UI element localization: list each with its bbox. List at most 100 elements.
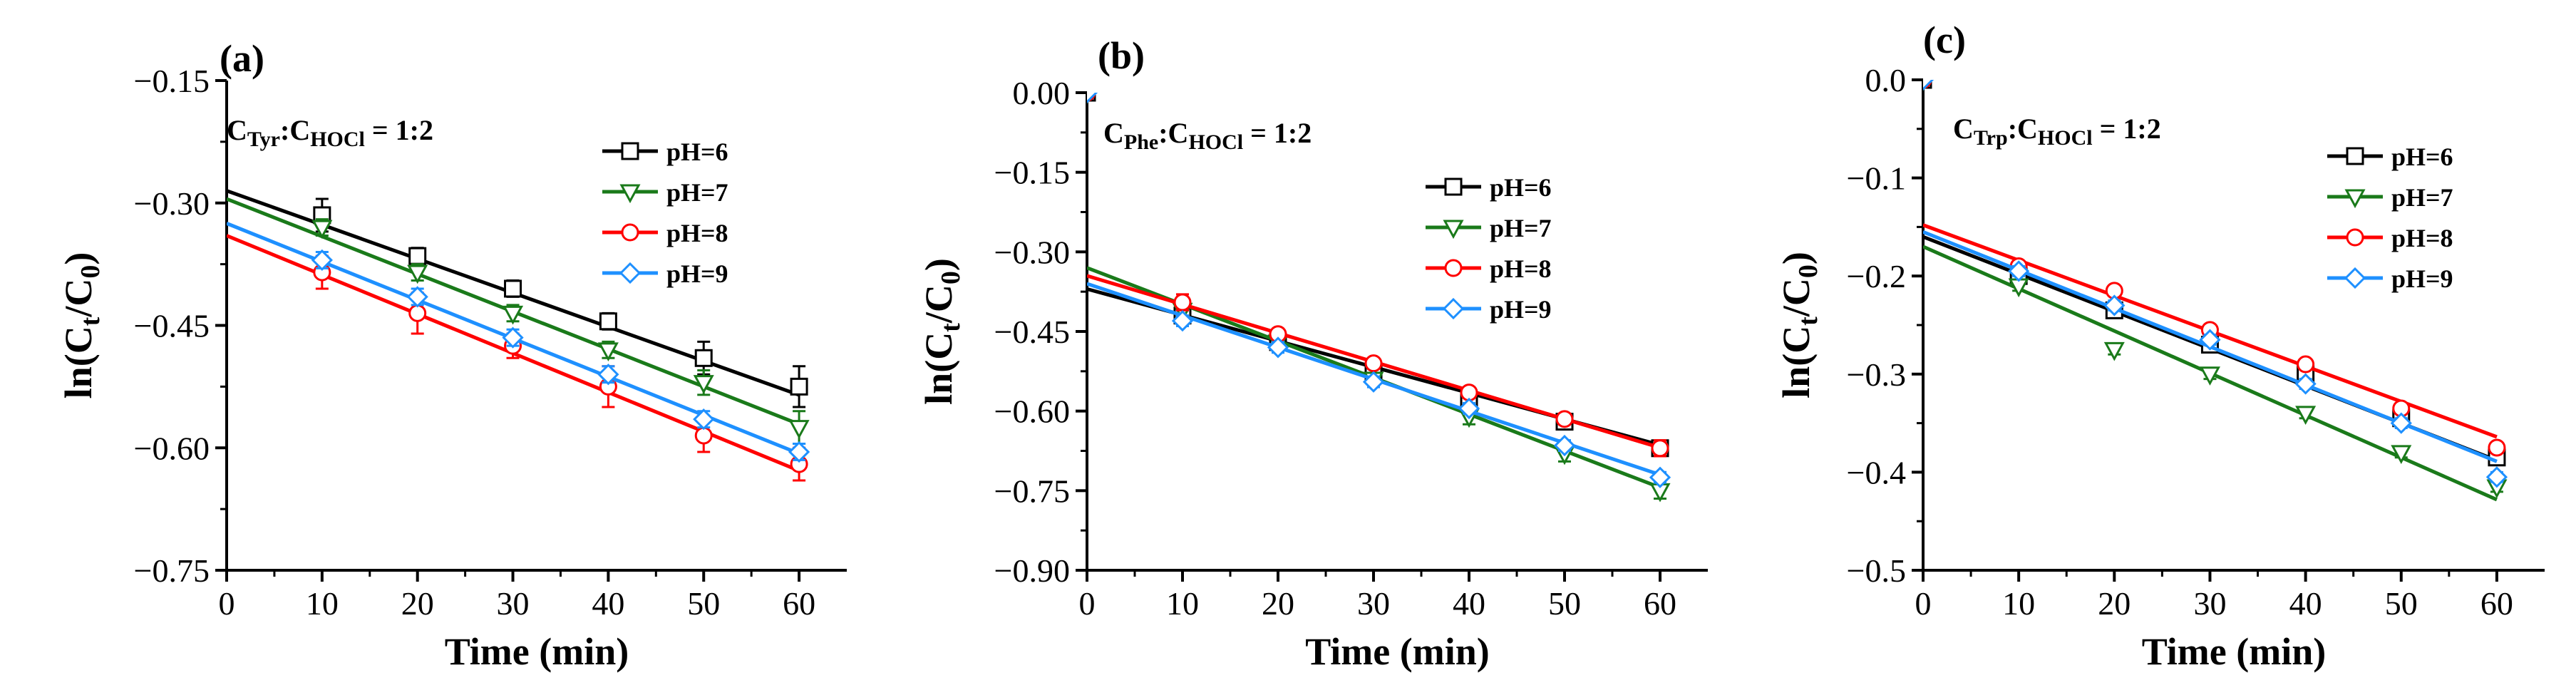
- ratio-annotation: CTyr:CHOCl = 1:2: [227, 114, 433, 151]
- text-part: C: [1103, 117, 1124, 149]
- y-tick-label: −0.1: [1847, 160, 1906, 197]
- legend-label: pH=6: [2391, 143, 2453, 171]
- data-point: [408, 247, 427, 265]
- legend: pH=6 pH=7 pH=8 pH=9: [1426, 173, 1552, 324]
- data-point: [1458, 397, 1480, 420]
- legend-label: pH=7: [666, 178, 728, 207]
- data-point: [1553, 434, 1576, 457]
- data-point: [597, 364, 619, 386]
- legend-label: pH=7: [2391, 183, 2453, 212]
- x-axis-title: Time (min): [1305, 630, 1489, 673]
- x-tick-label: 10: [306, 585, 339, 622]
- chart-panel-3: 0 10 20 30 40 50 60 −0.5 −0.4 −0.3 −0.2 −0.1 0.0 Time…: [1775, 19, 2545, 673]
- legend-marker: [1442, 297, 1465, 320]
- plot-area: [227, 189, 810, 482]
- x-tick-label: 20: [401, 585, 434, 622]
- text-part: /C: [57, 279, 100, 318]
- legend: pH=6 pH=7 pH=8 pH=9: [2327, 143, 2453, 293]
- x-tick-label: 60: [783, 585, 815, 622]
- data-point: [1171, 309, 1194, 332]
- text-part: C: [227, 114, 247, 146]
- y-tick-label: 0.00: [1013, 75, 1071, 111]
- y-tick-label: −0.75: [994, 473, 1070, 509]
- legend-marker: [1444, 259, 1463, 277]
- subscript-text: HOCl: [1188, 130, 1243, 154]
- data-point: [694, 426, 713, 445]
- legend-label: pH=9: [2391, 264, 2453, 293]
- x-tick-label: 0: [219, 585, 235, 622]
- y-tick-label: −0.30: [134, 185, 210, 222]
- text-part: ): [917, 258, 960, 271]
- series-pH-9: [1923, 80, 2508, 488]
- ratio-annotation: CPhe:CHOCl = 1:2: [1103, 117, 1312, 154]
- legend-label: pH=9: [1490, 295, 1552, 324]
- text-part: = 1:2: [2093, 113, 2161, 145]
- panel-label: (b): [1098, 34, 1145, 77]
- data-point: [2390, 412, 2412, 434]
- subscript-text: 0: [1793, 264, 1823, 278]
- x-tick-label: 20: [2098, 585, 2131, 622]
- legend-label: pH=6: [1490, 173, 1552, 202]
- legend-label: pH=7: [1490, 214, 1552, 242]
- x-tick-label: 40: [2289, 585, 2322, 622]
- data-point: [2485, 466, 2508, 488]
- y-axis-title: ln(Ct/C0): [917, 258, 966, 405]
- data-point: [790, 377, 808, 396]
- subscript-text: HOCl: [2038, 126, 2093, 150]
- data-point: [1173, 293, 1192, 312]
- data-point: [2295, 406, 2317, 425]
- data-point: [502, 326, 524, 349]
- data-point: [1651, 439, 1669, 458]
- text-part: /C: [1775, 278, 1818, 317]
- data-point: [2199, 329, 2221, 351]
- y-tick-label: −0.90: [994, 552, 1070, 589]
- data-point: [503, 305, 524, 325]
- data-point: [2008, 260, 2030, 282]
- x-axis-title: Time (min): [2142, 630, 2326, 673]
- legend-label: pH=6: [666, 138, 728, 166]
- legend-marker: [621, 223, 639, 242]
- text-part: = 1:2: [365, 114, 433, 146]
- x-tick-label: 30: [2193, 585, 2226, 622]
- data-point: [1267, 336, 1289, 359]
- data-point: [1087, 93, 1098, 104]
- legend-marker: [2344, 189, 2366, 209]
- subscript-text: 0: [76, 265, 105, 279]
- x-tick-label: 30: [497, 585, 530, 622]
- legend-marker: [2344, 267, 2366, 289]
- legend-label: pH=9: [666, 259, 728, 288]
- legend-marker: [1443, 220, 1464, 240]
- data-point: [2488, 438, 2506, 457]
- text-part: ln(C: [1775, 326, 1818, 398]
- y-tick-label: −0.60: [994, 393, 1070, 430]
- data-point: [599, 312, 617, 331]
- data-point: [2391, 445, 2412, 465]
- series-pH-9: [1087, 93, 1671, 488]
- data-point: [311, 220, 333, 240]
- data-point: [2199, 366, 2220, 386]
- x-axis-title: Time (min): [445, 630, 629, 673]
- x-tick-label: 0: [1915, 585, 1932, 622]
- series-pH-7: [227, 197, 810, 446]
- x-tick-label: 50: [2385, 585, 2418, 622]
- subscript-text: Trp: [1974, 126, 2008, 150]
- data-point: [1923, 80, 1934, 91]
- subscript-text: t: [936, 323, 966, 332]
- text-part: C: [1953, 113, 1974, 145]
- y-tick-label: 0.0: [1865, 62, 1907, 98]
- x-tick-label: 60: [1644, 585, 1676, 622]
- legend-marker: [619, 184, 641, 204]
- text-part: ln(C: [57, 326, 100, 398]
- text-part: = 1:2: [1243, 117, 1312, 149]
- x-tick-label: 0: [1079, 585, 1096, 622]
- x-tick-label: 50: [687, 585, 720, 622]
- x-tick-label: 40: [1453, 585, 1485, 622]
- subscript-text: t: [1793, 316, 1823, 326]
- data-point: [694, 349, 713, 367]
- data-point: [2103, 294, 2126, 316]
- x-tick-label: 50: [1548, 585, 1581, 622]
- data-point: [1362, 371, 1385, 393]
- subscript-text: 0: [936, 271, 966, 284]
- y-tick-label: −0.4: [1847, 454, 1906, 490]
